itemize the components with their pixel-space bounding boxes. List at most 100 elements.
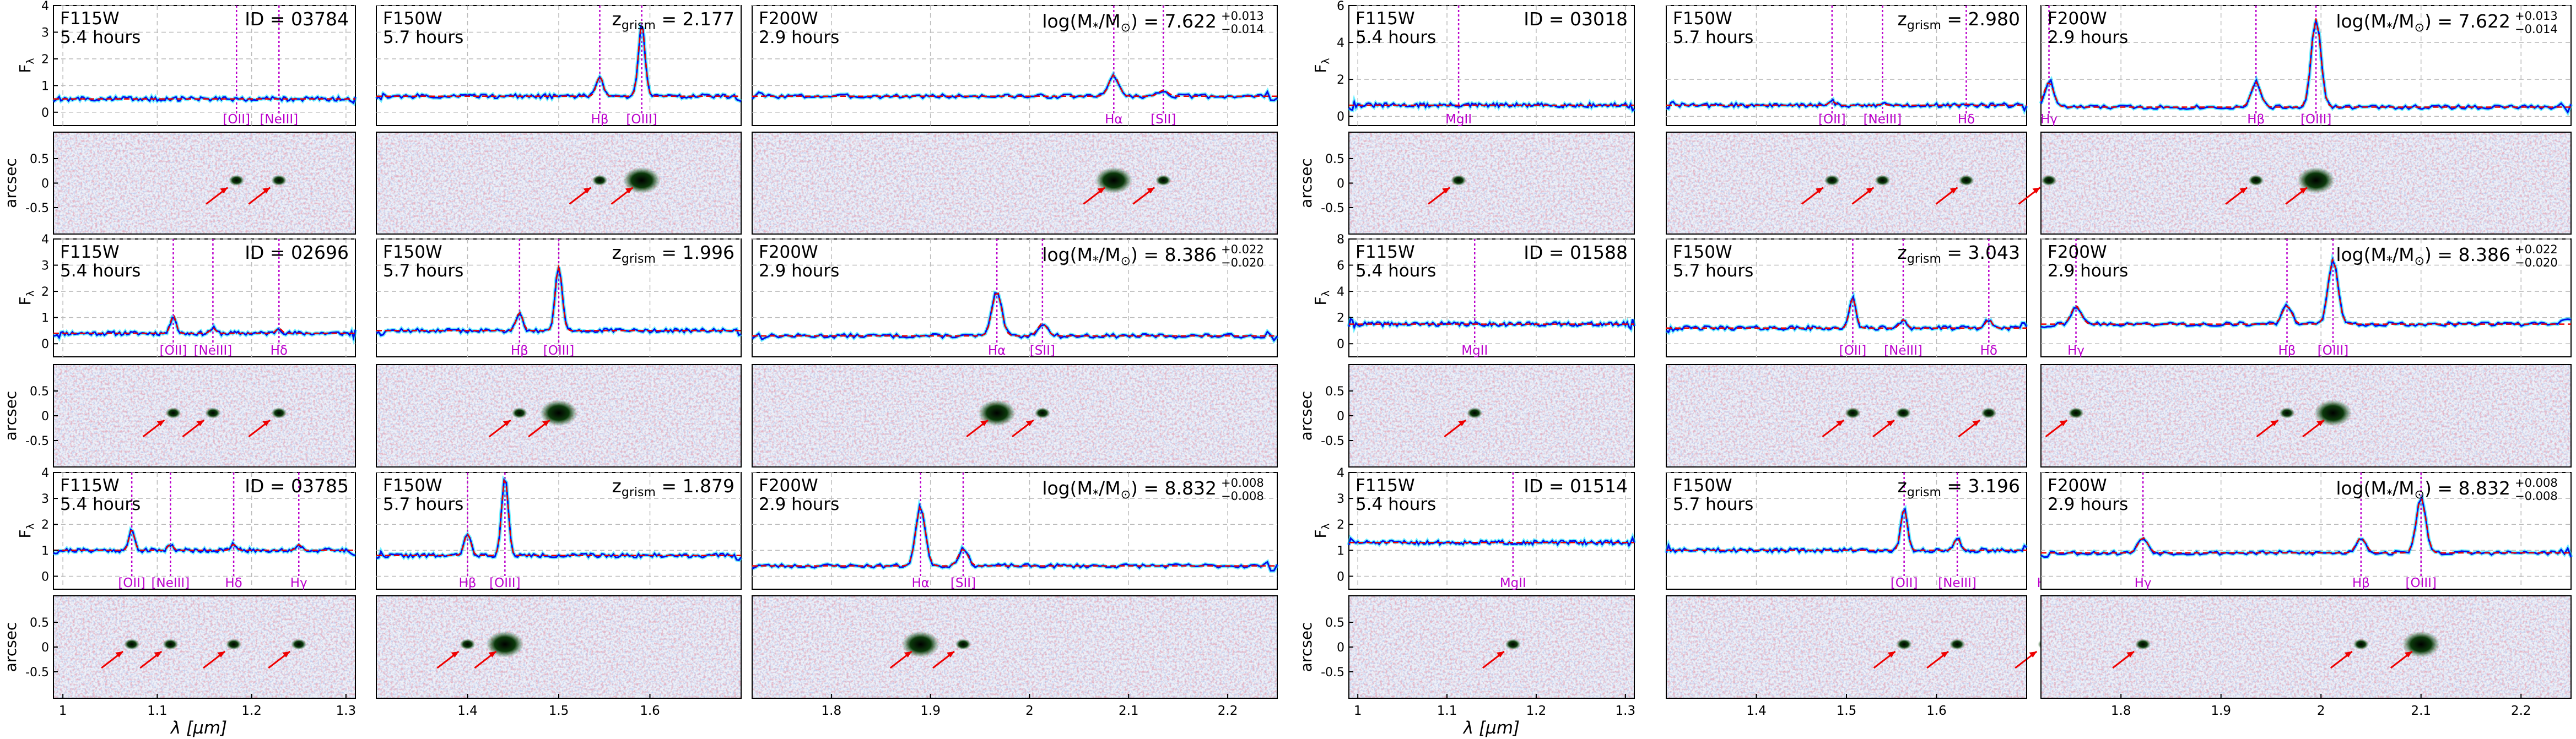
- mass-part: *: [2386, 488, 2393, 502]
- image-y-tick-label: 0: [1337, 410, 1344, 423]
- image-y-label: arcsec: [1297, 158, 1315, 208]
- arrow-head: [220, 187, 228, 194]
- f-symbol: F: [16, 297, 34, 306]
- image-y-tick-label: 0.5: [1325, 616, 1344, 630]
- image-y-tick-label: 0.5: [30, 385, 49, 399]
- z-value: = 3.043: [1941, 242, 2020, 263]
- f-symbol: F: [16, 64, 34, 73]
- source-blob: [511, 407, 527, 419]
- f-symbol: F: [1311, 64, 1330, 73]
- image-frame: [1666, 132, 2027, 235]
- image-noise-red: [752, 132, 1277, 234]
- f-subscript: λ: [24, 58, 36, 64]
- source-blob: [2279, 407, 2295, 419]
- exposure-label: 2.9 hours: [2048, 28, 2128, 47]
- z-symbol: z: [1898, 8, 1907, 30]
- x-tick-label: 1.6: [1926, 704, 1947, 718]
- image-frame: [752, 364, 1278, 468]
- x-tick-label: 2.2: [1218, 704, 1238, 718]
- emission-line-label: [OIII]: [543, 344, 574, 358]
- band-label: F200W: [759, 9, 818, 29]
- redshift-label: zgrism = 2.177: [612, 8, 735, 32]
- image-noise-red: [53, 596, 355, 698]
- arrow-head: [262, 420, 271, 426]
- emission-line-label: Hγ: [2135, 576, 2152, 590]
- y-tick-label: 2: [41, 53, 49, 67]
- redshift-label: zgrism = 1.879: [612, 475, 735, 499]
- mass-label: log(M*/M⊙) = 8.832: [2336, 477, 2510, 502]
- image-panel: 0.5 0 -0.5 arcsec 1 1.1 1.2 1.3 λ [μm]: [2, 595, 356, 738]
- image-panel: [1666, 132, 2027, 235]
- y-tick-label: 1: [41, 544, 49, 558]
- spectrum-frame: [752, 5, 1278, 126]
- image-y-tick-label: 0: [41, 410, 49, 423]
- mass-part: log(M: [2336, 477, 2386, 499]
- y-tick-label: 3: [41, 259, 49, 273]
- mass-lower-error: −0.014: [1221, 23, 1264, 36]
- source-blob: [2135, 639, 2151, 650]
- image-y-tick-label: 0: [41, 177, 49, 191]
- exposure-label: 5.4 hours: [1355, 495, 1436, 514]
- x-tick-label: 2.2: [2511, 704, 2531, 718]
- image-panel: [2040, 364, 2572, 468]
- arrow-head: [1941, 651, 1949, 658]
- emission-line-label: Hα: [988, 344, 1006, 358]
- source-blob: [2068, 407, 2084, 419]
- image-frame: [376, 364, 742, 468]
- spectrum-frame: [53, 5, 356, 126]
- image-y-tick-label: -0.5: [1321, 666, 1344, 680]
- emission-line-label: [OIII]: [489, 576, 520, 590]
- arrow-head: [946, 651, 954, 658]
- z-symbol: z: [612, 475, 622, 497]
- x-tick-label: 1.8: [2111, 704, 2131, 718]
- mass-part: /M: [2393, 477, 2415, 499]
- band-label: F200W: [759, 242, 818, 262]
- mass-part: log(M: [1042, 10, 1093, 32]
- band-label: F200W: [759, 476, 818, 496]
- y-tick-label: 3: [41, 492, 49, 506]
- mass-part: ⊙: [1121, 254, 1131, 268]
- y-tick-label: 0: [1337, 338, 1344, 351]
- source-id: ID = 03784: [245, 8, 349, 30]
- spectrum-line: [53, 316, 357, 341]
- exposure-label: 5.7 hours: [1673, 261, 1753, 281]
- source-blob: [163, 639, 179, 650]
- image-panel: 0.5 0 -0.5 arcsec: [2, 132, 356, 235]
- x-tick-label: 1.5: [549, 704, 569, 718]
- image-panel: 1.8 1.9 2 2.1 2.2: [2040, 595, 2572, 718]
- source-blob: [955, 639, 971, 650]
- image-panel: 1.4 1.5 1.6: [1666, 595, 2054, 718]
- f-subscript: λ: [1320, 58, 1332, 64]
- source-blob: [592, 175, 608, 186]
- mass-part: /M: [2393, 10, 2415, 32]
- spectrum-y-label: Fλ: [16, 523, 36, 538]
- z-subscript: grism: [622, 19, 656, 32]
- model-line: [53, 315, 355, 334]
- y-tick-label: 0: [41, 338, 49, 351]
- band-label: F115W: [60, 9, 120, 29]
- emission-line-label: [OII]: [118, 576, 145, 590]
- emission-line-label: [OIII]: [2406, 576, 2437, 590]
- image-panel: 0.5 0 -0.5 arcsec: [2, 364, 356, 468]
- x-tick-label: 1.1: [1437, 704, 1457, 718]
- arrow-head: [1887, 651, 1895, 658]
- emission-line-label: Hβ: [511, 344, 528, 358]
- emission-line-label: [OIII]: [626, 112, 657, 127]
- spectrum-y-label: Fλ: [16, 58, 36, 73]
- image-y-label: arcsec: [1297, 391, 1315, 441]
- image-noise-red: [2041, 365, 2571, 467]
- emission-line-label: Hδ: [1958, 112, 1975, 127]
- spectrum-frame: [752, 472, 1278, 590]
- band-label: F150W: [383, 242, 442, 262]
- mass-part: ) = 7.622: [1131, 10, 1217, 32]
- redshift-label: zgrism = 3.196: [1898, 475, 2020, 499]
- arrow-head: [980, 420, 989, 426]
- arrow-head: [451, 651, 459, 658]
- emission-line-label: [NeIII]: [194, 344, 233, 358]
